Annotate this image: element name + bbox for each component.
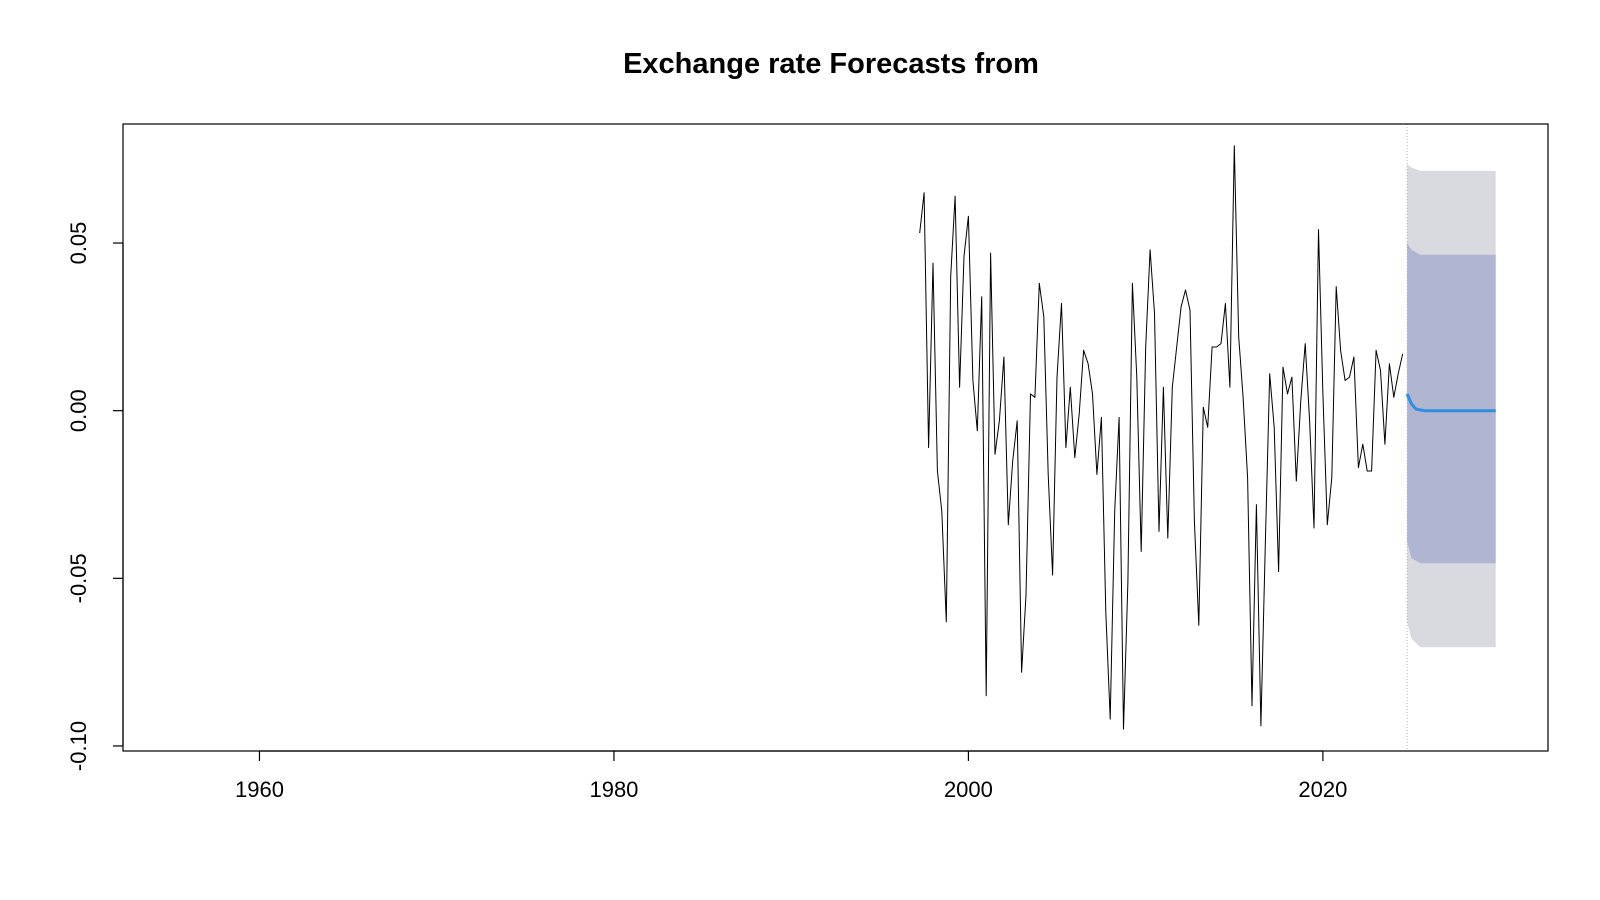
forecast_mean-line (1405, 393, 1496, 413)
plot-area-border (122, 123, 1549, 752)
y-tick-label: 0.05 (66, 222, 91, 265)
x-tick-label: 2000 (944, 777, 993, 802)
interval-band-80 (1407, 243, 1496, 564)
x-axis: 1960 1980 2000 2020 (235, 750, 1347, 802)
y-tick-label: -0.05 (66, 553, 91, 603)
y-tick-label: 0.00 (66, 389, 91, 432)
observed-line (919, 145, 1404, 730)
prediction-intervals (1407, 164, 1496, 648)
x-tick-label: 1960 (235, 777, 284, 802)
series-lines (919, 145, 1496, 730)
y-tick-label: -0.10 (66, 721, 91, 771)
y-axis: -0.10 -0.05 0.00 0.05 (66, 222, 124, 771)
x-tick-label: 2020 (1298, 777, 1347, 802)
x-tick-label: 1980 (589, 777, 638, 802)
chart-title: Exchange rate Forecasts from (623, 48, 1039, 80)
